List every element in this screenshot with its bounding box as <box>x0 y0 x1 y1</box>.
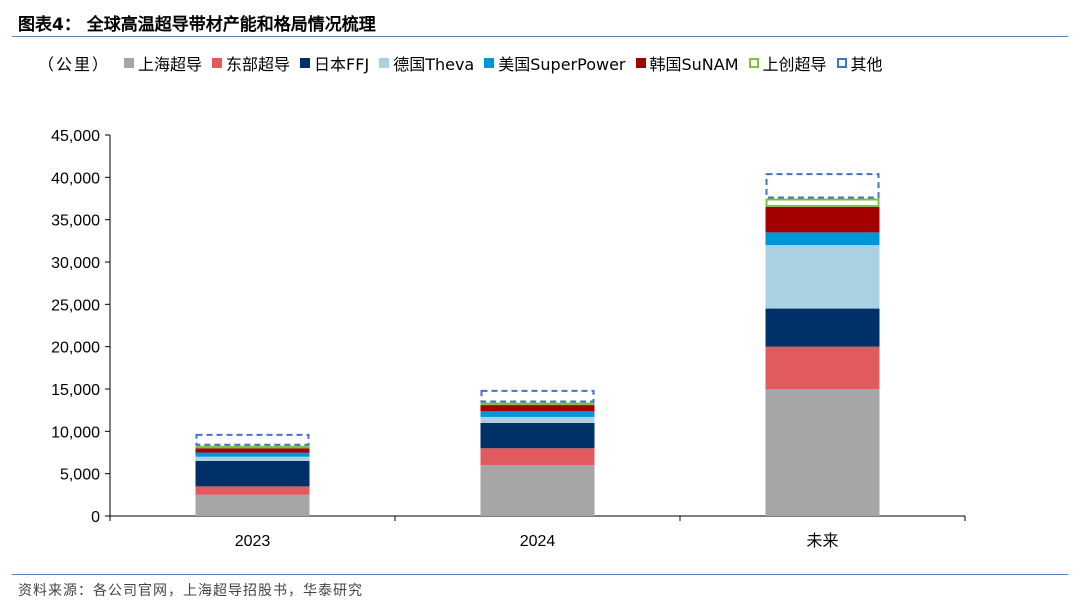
title-bar: 图表4： 全球高温超导带材产能和格局情况梳理 <box>12 6 1068 37</box>
legend-swatch <box>124 58 135 68</box>
legend-item: 上海超导 <box>124 51 202 75</box>
bar-segment <box>765 308 880 347</box>
x-tick-label: 2023 <box>235 533 271 550</box>
bar-segment <box>480 416 595 423</box>
bar-segment <box>195 456 310 461</box>
bar-segment <box>195 433 310 446</box>
x-tick-label: 未来 <box>806 532 838 550</box>
legend-label: 其他 <box>850 55 883 74</box>
legend: （公里） 上海超导 东部超导 日本FFJ 德国Theva 美国SuperPower 韩国S… <box>38 50 893 76</box>
legend-swatch <box>484 58 495 68</box>
bar-segment <box>195 486 310 495</box>
legend-label: 德国Theva <box>393 55 475 74</box>
bar-segment <box>480 448 595 466</box>
legend-label: 东部超导 <box>226 55 291 74</box>
y-tick-label: 20,000 <box>51 340 100 357</box>
y-tick-label: 10,000 <box>51 424 100 441</box>
legend-swatch <box>300 58 311 68</box>
bar-segment <box>480 405 595 412</box>
y-tick-label: 25,000 <box>51 297 100 314</box>
bar-segment <box>195 448 310 453</box>
legend-item: 韩国SuNAM <box>635 51 739 75</box>
bar-segment <box>195 460 310 487</box>
bar-segment <box>765 173 880 199</box>
unit-label: （公里） <box>38 55 111 74</box>
bar-segment <box>765 206 880 233</box>
figure-title: 图表4： 全球高温超导带材产能和格局情况梳理 <box>18 15 376 35</box>
source-note: 资料来源：各公司官网，上海超导招股书，华泰研究 <box>18 583 363 599</box>
y-tick-label: 30,000 <box>51 255 100 272</box>
bar-segment <box>765 232 880 246</box>
bar-segment <box>765 389 880 516</box>
bar-segment <box>480 411 595 417</box>
bar-segment <box>480 402 595 406</box>
bar-segment <box>480 465 595 516</box>
bar-segment <box>765 245 880 309</box>
legend-label: 韩国SuNAM <box>649 55 739 74</box>
y-tick-label: 15,000 <box>51 382 100 399</box>
legend-label: 美国SuperPower <box>498 55 626 74</box>
legend-swatch <box>836 58 847 68</box>
bar-segment <box>765 346 880 389</box>
legend-label: 上创超导 <box>762 55 827 74</box>
y-tick-label: 45,000 <box>51 128 100 145</box>
legend-item: 美国SuperPower <box>484 51 626 75</box>
legend-item: 其他 <box>836 51 883 75</box>
bar-segment <box>765 198 880 207</box>
legend-item: 上创超导 <box>748 51 827 75</box>
y-tick-label: 0 <box>91 509 100 526</box>
legend-swatch <box>748 58 759 68</box>
legend-item: 日本FFJ <box>300 51 369 75</box>
legend-label: 上海超导 <box>138 55 203 74</box>
bar-segment <box>195 445 310 449</box>
stacked-bar-chart: 0 5,000 10,000 15,000 20,000 25,000 30,000 35,0… <box>51 128 966 550</box>
bar-segment <box>195 452 310 457</box>
y-tick-label: 5,000 <box>60 467 100 484</box>
bar-segment <box>480 422 595 449</box>
source-divider <box>12 574 1068 575</box>
bar-segment <box>195 494 310 516</box>
legend-item: 东部超导 <box>212 51 290 75</box>
legend-item: 德国Theva <box>379 51 474 75</box>
bar-segment <box>480 389 595 403</box>
legend-swatch <box>379 58 390 68</box>
legend-swatch <box>212 58 223 68</box>
x-tick-label: 2024 <box>520 533 556 550</box>
y-tick-label: 40,000 <box>51 170 100 187</box>
legend-swatch <box>635 58 646 68</box>
legend-label: 日本FFJ <box>314 55 370 74</box>
y-tick-label: 35,000 <box>51 213 100 230</box>
